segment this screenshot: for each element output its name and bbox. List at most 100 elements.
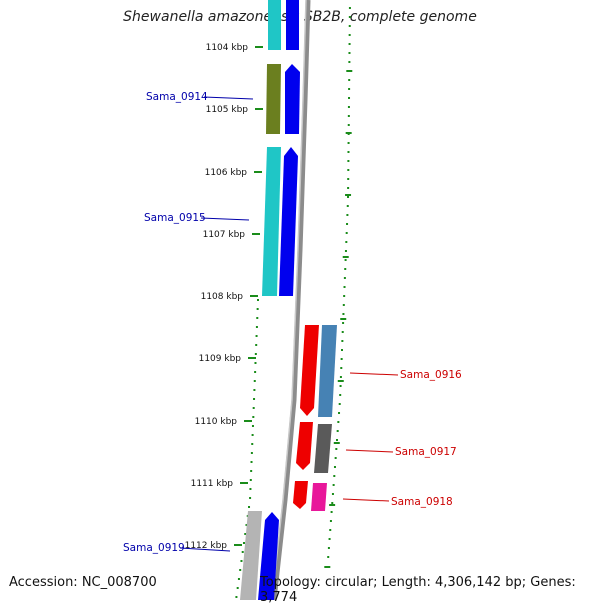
dot-right (327, 547, 330, 549)
dot-right (348, 25, 351, 27)
dot-left (252, 407, 255, 409)
dot-right (344, 268, 347, 270)
dot-right (329, 520, 332, 522)
gene-label[interactable]: Sama_0917 (395, 446, 457, 458)
gene-leader-line (179, 547, 231, 552)
dot-left (256, 317, 259, 319)
gene-label[interactable]: Sama_0916 (400, 369, 462, 381)
gene-leader-line (342, 498, 390, 502)
dot-right (347, 142, 350, 144)
kbp-tick-label: 1110 kbp (195, 417, 238, 427)
dot-left (255, 344, 258, 346)
kbp-tick-label: 1105 kbp (206, 105, 249, 115)
dot-right (339, 376, 342, 378)
dot-right (342, 322, 345, 324)
gene-arrow-sama-0917 (296, 422, 313, 470)
dot-right (342, 313, 345, 315)
dot-right (348, 7, 351, 9)
dot-right (345, 232, 348, 234)
dot-left (255, 326, 258, 328)
dot-left (256, 308, 259, 310)
dot-right (333, 475, 336, 477)
dot-left (251, 443, 254, 445)
dot-left (249, 479, 252, 481)
dot-left (245, 524, 248, 526)
dot-right (328, 538, 331, 540)
dot-right (348, 79, 351, 81)
dot-left (253, 380, 256, 382)
dot-right (345, 241, 348, 243)
gene-block-sama-0916-cog (318, 325, 337, 417)
dot-right (347, 196, 350, 198)
dot-right (347, 187, 350, 189)
gene-block-sama-0919-cog (240, 511, 262, 600)
dot-left (239, 569, 242, 571)
dot-right (343, 277, 346, 279)
dot-right (339, 394, 342, 396)
gene-block-sama-0914-cog (266, 64, 281, 134)
dot-left (250, 470, 253, 472)
kbp-tick-label: 1106 kbp (205, 168, 248, 178)
dot-right (331, 493, 334, 495)
dot-right (346, 205, 349, 207)
map-title: Shewanella amazonensis SB2B, complete ge… (123, 9, 477, 25)
gene-block-sama-0917-cog (314, 424, 332, 473)
gene-arrow-sama-0916 (300, 325, 319, 416)
dot-right (336, 439, 338, 441)
dot-left (253, 398, 256, 400)
dot-right (335, 448, 338, 450)
gene-arrow-sama-0919 (258, 512, 279, 600)
dot-left (242, 542, 245, 544)
dot-left (244, 533, 247, 535)
dot-right (343, 295, 346, 297)
gene-label[interactable]: Sama_0914 (146, 91, 208, 103)
dot-left (240, 560, 243, 562)
dot-left (254, 362, 257, 364)
dot-right (340, 367, 343, 369)
kbp-tick-label: 1111 kbp (191, 479, 234, 489)
kbp-tick-label: 1107 kbp (203, 230, 246, 240)
dot-right (348, 34, 351, 36)
dot-right (329, 529, 332, 531)
dot-right (333, 466, 336, 468)
genome-backbone-highlight (271, 0, 307, 600)
dot-right (347, 169, 350, 171)
genome-backbone (271, 0, 311, 600)
gene-leader-line (200, 217, 250, 221)
dot-left (251, 434, 254, 436)
dot-right (338, 403, 341, 405)
dot-right (347, 124, 350, 126)
dot-left (235, 596, 238, 598)
gene-leader-line (349, 372, 399, 376)
dot-right (347, 178, 350, 180)
gene-block-prior-strand (286, 0, 299, 50)
dot-right (339, 385, 342, 387)
dot-right (330, 511, 333, 513)
kbp-tick-label: 1112 kbp (185, 541, 228, 551)
dot-right (347, 106, 350, 108)
dot-right (337, 421, 340, 423)
dot-right (331, 502, 334, 504)
gene-label[interactable]: Sama_0919 (123, 542, 185, 554)
gene-block-sama-0915-cog (262, 147, 281, 296)
dot-right (342, 304, 345, 306)
inner-dotted-tracks (235, 7, 351, 598)
dot-right (348, 16, 351, 18)
outer-tick-track (324, 70, 353, 568)
dot-left (251, 425, 254, 427)
dot-right (347, 160, 350, 162)
gene-label[interactable]: Sama_0915 (144, 212, 206, 224)
dot-right (347, 115, 350, 117)
dot-right (332, 484, 335, 486)
dot-left (248, 506, 251, 508)
topology-label: Topology: circular; Length: 4,306,142 bp… (260, 575, 576, 605)
dot-left (241, 551, 244, 553)
dot-right (344, 259, 347, 261)
dot-right (344, 250, 347, 252)
dot-right (336, 430, 339, 432)
dot-left (249, 497, 252, 499)
dot-right (348, 52, 351, 54)
gene-label[interactable]: Sama_0918 (391, 496, 453, 508)
dot-left (250, 461, 253, 463)
